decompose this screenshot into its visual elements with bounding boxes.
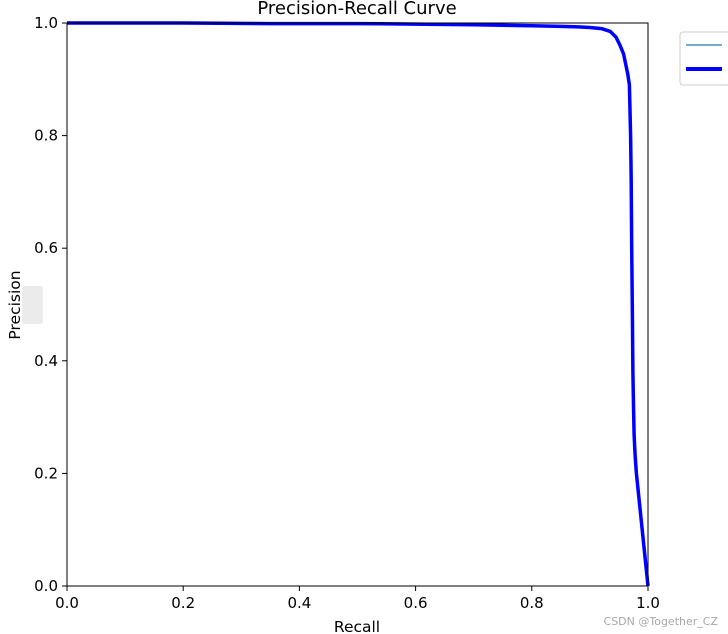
x-tick-label: 0.2 [171, 594, 195, 612]
y-tick-label: 0.4 [34, 352, 58, 370]
x-tick-label: 0.6 [404, 594, 428, 612]
pr-curve-line [67, 21, 650, 587]
x-tick-label: 0.4 [287, 594, 311, 612]
y-tick-label: 0.6 [34, 239, 58, 257]
plot-frame [66, 22, 649, 587]
x-axis-title: Recall [334, 618, 380, 634]
y-tick-label: 0.0 [34, 577, 58, 595]
chart-title: Precision-Recall Curve [257, 0, 456, 19]
y-tick-label: 0.2 [34, 464, 58, 482]
y-tick-label: 0.8 [34, 127, 58, 145]
y-axis: 0.0 0.2 0.4 0.6 0.8 1.0 [34, 14, 67, 595]
x-axis: 0.0 0.2 0.4 0.6 0.8 1.0 [55, 586, 660, 612]
side-tab[interactable] [22, 286, 43, 324]
y-tick-label: 1.0 [34, 14, 58, 32]
y-axis-title: Precision [6, 270, 24, 339]
x-tick-label: 1.0 [636, 594, 660, 612]
legend [679, 31, 728, 86]
series-layer [67, 21, 650, 587]
x-tick-label: 0.8 [520, 594, 544, 612]
x-tick-label: 0.0 [55, 594, 79, 612]
plot-background [67, 23, 648, 586]
legend-box [679, 31, 728, 86]
watermark: CSDN @Together_CZ [603, 615, 718, 628]
